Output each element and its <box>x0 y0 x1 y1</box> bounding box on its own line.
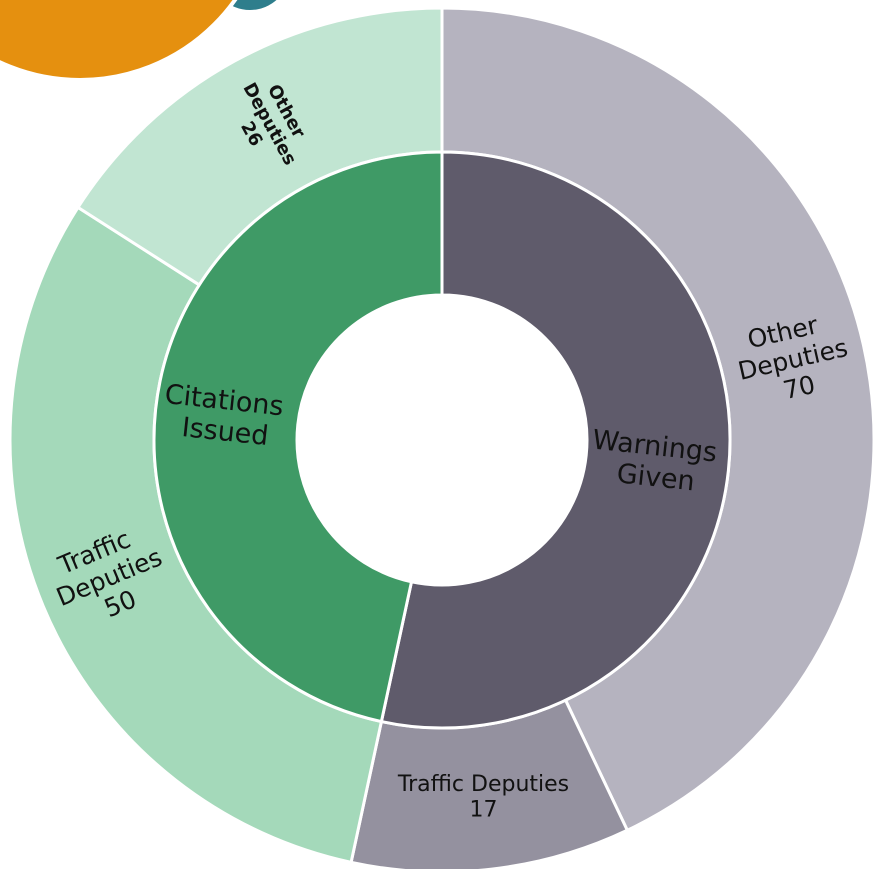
segment-label: 17 <box>470 797 498 822</box>
chart: Other Deputies70Traffic Deputies17Warnin… <box>0 0 885 869</box>
segment-label: Traffic Deputies <box>397 772 569 797</box>
